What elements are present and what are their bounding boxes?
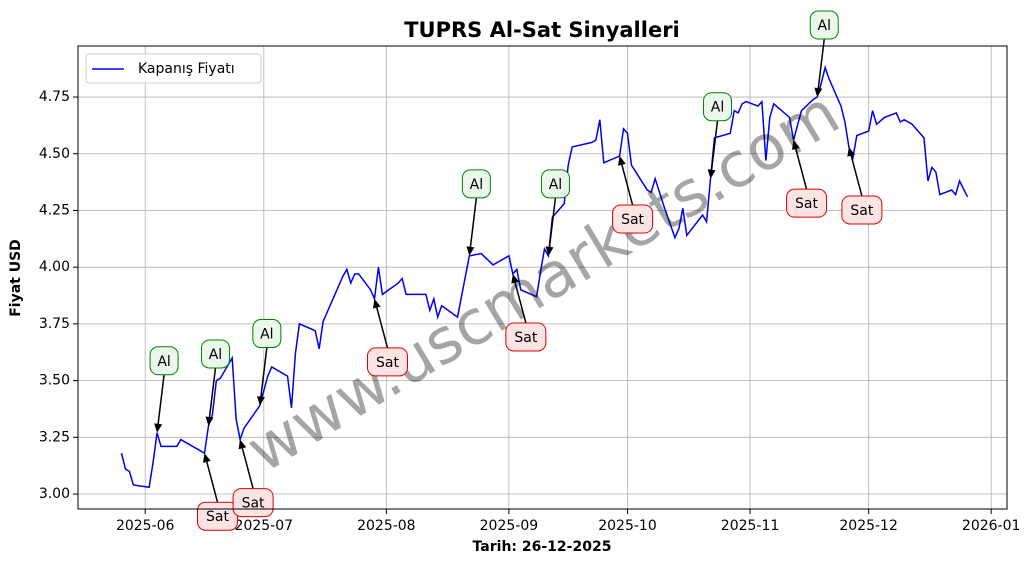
annotation-arrowhead — [545, 246, 554, 256]
annotation-label: Al — [711, 100, 724, 116]
y-tick-label: 3.00 — [39, 486, 70, 502]
annotation-arrow — [848, 148, 863, 197]
legend: Kapanış Fiyatı — [85, 53, 262, 84]
annotation-arrowhead — [511, 273, 520, 284]
signal-annotation: Al — [200, 339, 230, 426]
annotation-arrow — [793, 141, 808, 190]
annotation-arrowhead — [466, 246, 475, 256]
signal-annotation: Sat — [366, 298, 408, 377]
annotation-arrow — [619, 157, 634, 206]
signal-annotation: Al — [252, 319, 282, 406]
signal-annotation: Sat — [505, 273, 547, 352]
annotation-arrow — [374, 300, 389, 349]
y-tick-label: 3.50 — [39, 373, 70, 389]
annotation-label: Sat — [621, 212, 644, 228]
annotation-arrowhead — [847, 146, 856, 157]
annotation-box — [200, 339, 230, 369]
annotation-arrowhead — [372, 298, 381, 309]
annotation-arrowhead — [256, 396, 265, 406]
signal-annotation: Al — [703, 92, 733, 179]
annotation-arrowhead — [238, 439, 247, 450]
signal-annotation: Sat — [232, 439, 274, 518]
annotation-label: Al — [549, 177, 562, 193]
annotation-arrow — [547, 197, 557, 254]
y-axis-label: Fiyat USD — [8, 239, 24, 317]
annotation-arrowhead — [814, 87, 823, 98]
annotation-arrow — [816, 38, 825, 96]
x-tick-label: 2025-12 — [839, 518, 898, 534]
annotation-box — [505, 322, 547, 352]
x-tick-label: 2026-01 — [962, 518, 1021, 534]
x-axis-label: Tarih: 26-12-2025 — [473, 539, 612, 555]
annotation-box — [540, 169, 570, 199]
annotation-label: Al — [260, 327, 273, 343]
annotation-label: Al — [470, 177, 483, 193]
signal-annotation: Al — [461, 169, 491, 256]
x-tick-label: 2025-07 — [235, 518, 294, 534]
legend-box — [85, 53, 262, 84]
signal-annotation: Al — [149, 346, 179, 433]
chart-title: TUPRS Al-Sat Sinyalleri — [404, 18, 680, 42]
annotation-arrowhead — [707, 169, 716, 179]
signal-annotation: Al — [809, 10, 839, 98]
x-tick-label: 2025-09 — [480, 518, 539, 534]
annotation-box — [252, 319, 282, 349]
annotation-label: Sat — [514, 330, 537, 346]
y-tick-label: 4.25 — [39, 202, 70, 218]
y-tick-label: 3.25 — [39, 429, 70, 445]
y-tick-label: 3.75 — [39, 316, 70, 332]
annotation-box — [461, 169, 491, 199]
x-tick-label: 2025-10 — [598, 518, 657, 534]
annotation-arrow — [156, 374, 165, 431]
annotation-arrowhead — [202, 453, 211, 463]
x-tick-label: 2025-06 — [116, 518, 175, 534]
x-tick-label: 2025-08 — [357, 518, 416, 534]
annotation-box — [612, 204, 654, 234]
annotation-box — [232, 488, 274, 518]
annotation-arrowhead — [791, 140, 800, 150]
signal-annotation: Sat — [786, 140, 828, 218]
annotation-label: Sat — [850, 203, 873, 219]
annotation-arrow — [512, 275, 527, 324]
signal-annotation: Al — [540, 169, 570, 256]
y-tick-label: 4.00 — [39, 259, 70, 275]
annotation-arrowhead — [205, 416, 214, 426]
x-tick-label: 2025-11 — [721, 518, 780, 534]
annotation-label: Sat — [376, 355, 399, 371]
annotation-arrowhead — [154, 423, 163, 433]
annotation-label: Sat — [242, 496, 265, 512]
legend-label: Kapanış Fiyatı — [138, 61, 235, 77]
annotation-label: Al — [818, 18, 831, 34]
annotation-arrow — [468, 197, 478, 254]
y-tick-label: 4.50 — [39, 146, 70, 162]
signal-annotation: Sat — [612, 156, 654, 234]
annotation-arrow — [239, 441, 254, 489]
annotation-arrow — [710, 120, 719, 177]
annotation-box — [366, 347, 408, 377]
annotation-arrow — [204, 454, 219, 503]
y-tick-label: 4.75 — [39, 89, 70, 105]
annotation-arrow — [207, 367, 217, 425]
price-line — [120, 64, 969, 489]
annotation-box — [703, 92, 733, 122]
annotation-box — [809, 10, 839, 40]
annotation-label: Al — [209, 347, 222, 363]
annotation-label: Sat — [795, 196, 818, 212]
annotation-arrowhead — [618, 156, 626, 166]
annotation-box — [841, 195, 883, 225]
annotation-arrow — [259, 347, 268, 404]
annotation-label: Sat — [206, 509, 229, 525]
signal-annotation: Sat — [841, 146, 883, 225]
annotation-label: Al — [157, 354, 170, 370]
plot-frame — [77, 45, 1008, 510]
annotation-box — [786, 188, 828, 218]
annotation-box — [149, 346, 179, 376]
